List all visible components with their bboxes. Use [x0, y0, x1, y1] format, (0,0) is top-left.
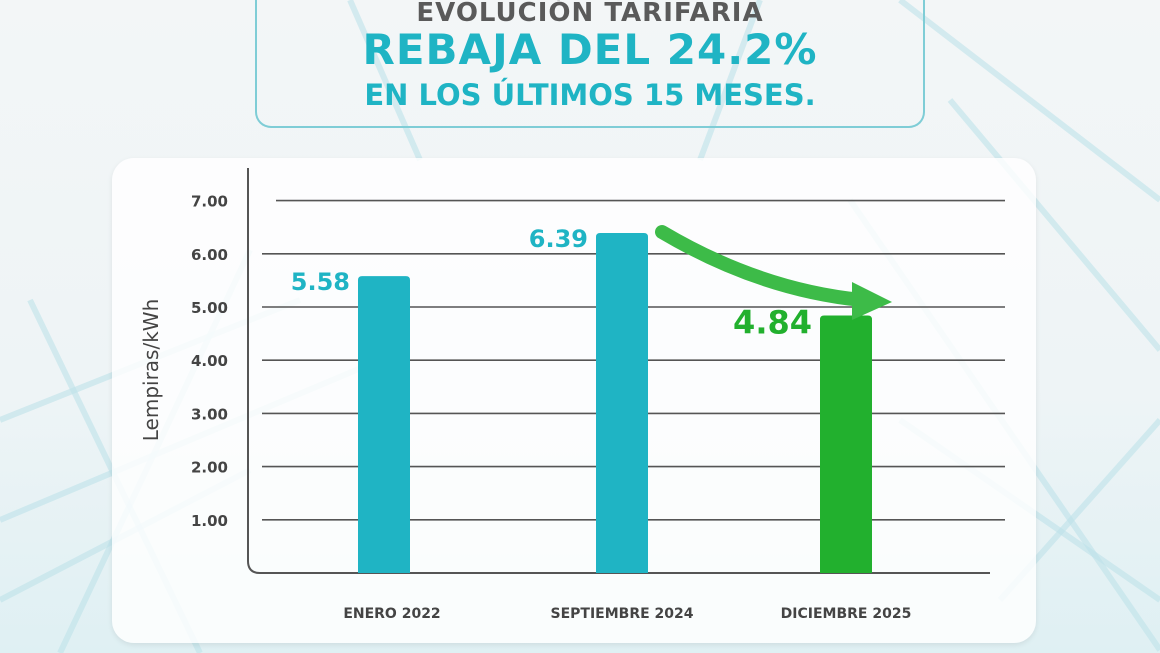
- y-tick-label: 2.00: [191, 459, 228, 477]
- y-tick-label: 1.00: [191, 512, 228, 530]
- title-line-3: EN LOS ÚLTIMOS 15 MESES.: [364, 78, 816, 112]
- title-line-1: EVOLUCIÓN TARIFARIA: [416, 0, 764, 28]
- data-label: 4.84: [733, 304, 812, 342]
- tower-beam: [898, 0, 1160, 203]
- chart-card: [112, 158, 1036, 643]
- bar: [358, 276, 410, 573]
- y-tick-label: 4.00: [191, 352, 228, 370]
- title-box: EVOLUCIÓN TARIFARIA REBAJA DEL 24.2% EN …: [255, 0, 925, 128]
- tower-beam: [947, 98, 1160, 352]
- arrow-head-icon: [852, 282, 892, 320]
- tower-beam: [697, 0, 763, 162]
- data-label: 6.39: [529, 225, 588, 253]
- x-tick-label: SEPTIEMBRE 2024: [550, 606, 693, 622]
- y-tick-label: 5.00: [191, 299, 228, 317]
- y-axis-label: Lempiras/kWh: [139, 299, 163, 442]
- bar: [596, 233, 648, 573]
- title-line-2: REBAJA DEL 24.2%: [362, 25, 818, 74]
- y-tick-label: 6.00: [191, 246, 228, 264]
- y-tick-label: 7.00: [191, 193, 228, 211]
- x-tick-label: ENERO 2022: [343, 606, 440, 622]
- y-tick-label: 3.00: [191, 405, 228, 423]
- data-label: 5.58: [291, 268, 350, 296]
- arrow-icon: [655, 225, 869, 307]
- tower-beam: [347, 0, 423, 162]
- x-tick-label: DICIEMBRE 2025: [781, 606, 912, 622]
- bar: [820, 315, 872, 573]
- axis-lines: [247, 168, 990, 574]
